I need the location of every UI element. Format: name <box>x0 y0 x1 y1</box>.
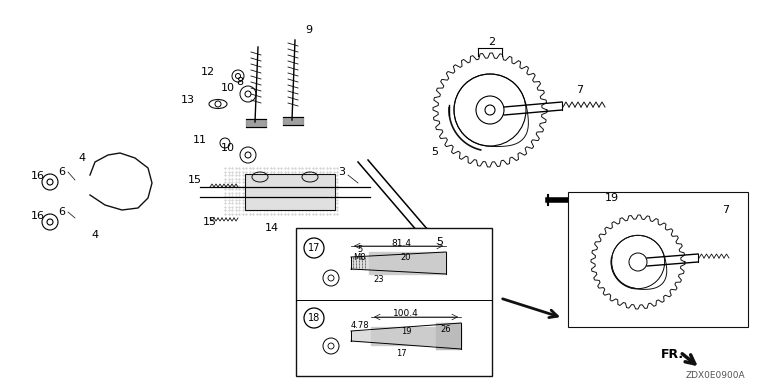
Text: 12: 12 <box>201 67 215 77</box>
Text: 20: 20 <box>401 253 411 262</box>
Text: 9: 9 <box>306 25 313 35</box>
Text: 81.4: 81.4 <box>391 238 411 248</box>
Text: 4: 4 <box>91 230 98 240</box>
Text: 13: 13 <box>181 95 195 105</box>
Text: ZDX0E0900A: ZDX0E0900A <box>685 371 745 381</box>
Bar <box>245 174 335 210</box>
Text: 26: 26 <box>441 324 452 333</box>
Text: 5: 5 <box>436 237 443 247</box>
Text: 18: 18 <box>308 313 320 323</box>
Text: 15: 15 <box>188 175 202 185</box>
Text: 17: 17 <box>308 243 320 253</box>
Text: 8: 8 <box>237 77 243 87</box>
Text: 7: 7 <box>723 205 730 215</box>
Text: 6: 6 <box>58 167 65 177</box>
Text: 4.78: 4.78 <box>351 321 369 331</box>
Text: 17: 17 <box>396 349 406 359</box>
Text: M8: M8 <box>353 253 366 263</box>
Text: 19: 19 <box>401 326 411 336</box>
Text: 16: 16 <box>31 171 45 181</box>
Text: 11: 11 <box>193 135 207 145</box>
Text: 15: 15 <box>203 217 217 227</box>
Text: 6: 6 <box>58 207 65 217</box>
Text: 16: 16 <box>31 211 45 221</box>
Bar <box>568 192 748 327</box>
Text: 14: 14 <box>265 223 279 233</box>
Text: 100.4: 100.4 <box>393 310 419 318</box>
Text: 19: 19 <box>605 193 619 203</box>
Text: FR.: FR. <box>660 348 684 361</box>
Text: 2: 2 <box>488 37 495 47</box>
Text: 10: 10 <box>221 143 235 153</box>
Text: 7: 7 <box>577 85 584 95</box>
Text: 5: 5 <box>432 147 439 157</box>
Bar <box>296 228 492 376</box>
Text: 10: 10 <box>221 83 235 93</box>
Text: 5: 5 <box>357 245 362 255</box>
Text: 3: 3 <box>339 167 346 177</box>
Text: 23: 23 <box>374 275 384 285</box>
Text: 4: 4 <box>78 153 85 163</box>
